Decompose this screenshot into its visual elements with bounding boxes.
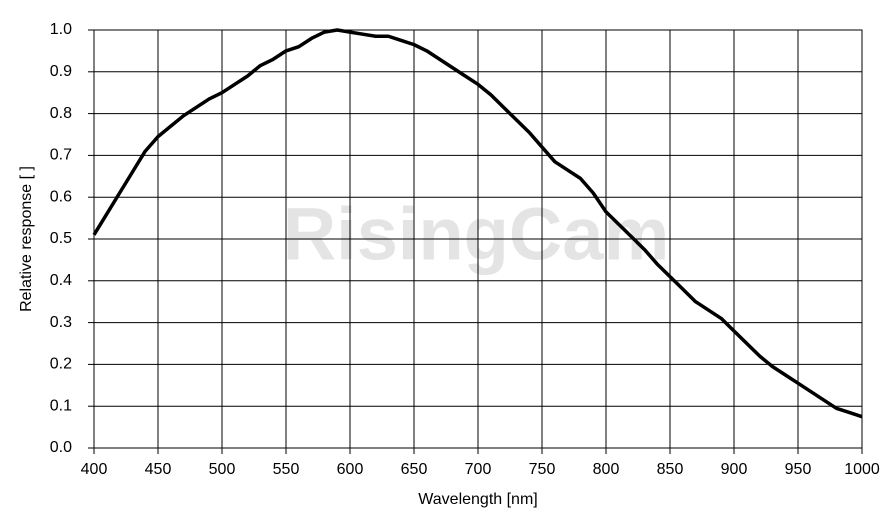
y-tick-label: 0.3 (50, 314, 72, 331)
x-tick-label: 850 (657, 461, 684, 478)
x-tick-label: 1000 (844, 461, 880, 478)
y-tick-label: 0.1 (50, 397, 72, 414)
x-tick-label: 450 (145, 461, 172, 478)
x-tick-label: 650 (401, 461, 428, 478)
y-tick-label: 0.7 (50, 147, 72, 164)
y-tick-label: 1.0 (50, 21, 72, 38)
y-tick-label: 0.2 (50, 356, 72, 373)
y-tick-label: 0.5 (50, 230, 72, 247)
x-tick-label: 750 (529, 461, 556, 478)
x-tick-label: 550 (273, 461, 300, 478)
x-tick-label: 400 (81, 461, 108, 478)
x-tick-label: 800 (593, 461, 620, 478)
y-tick-label: 0.9 (50, 63, 72, 80)
x-tick-label: 900 (721, 461, 748, 478)
watermark: RisingCam (283, 193, 670, 276)
x-tick-label: 700 (465, 461, 492, 478)
plot-frame (93, 29, 863, 449)
y-axis-label: Relative response [ ] (18, 166, 35, 312)
x-tick-label: 600 (337, 461, 364, 478)
x-axis-label: Wavelength [nm] (418, 491, 537, 508)
x-tick-label: 500 (209, 461, 236, 478)
y-tick-label: 0.8 (50, 105, 72, 122)
y-tick-label: 0.0 (50, 439, 72, 456)
x-tick-label: 950 (785, 461, 812, 478)
y-tick-label: 0.4 (50, 272, 72, 289)
data-line (92, 28, 863, 419)
y-tick-label: 0.6 (50, 188, 72, 205)
